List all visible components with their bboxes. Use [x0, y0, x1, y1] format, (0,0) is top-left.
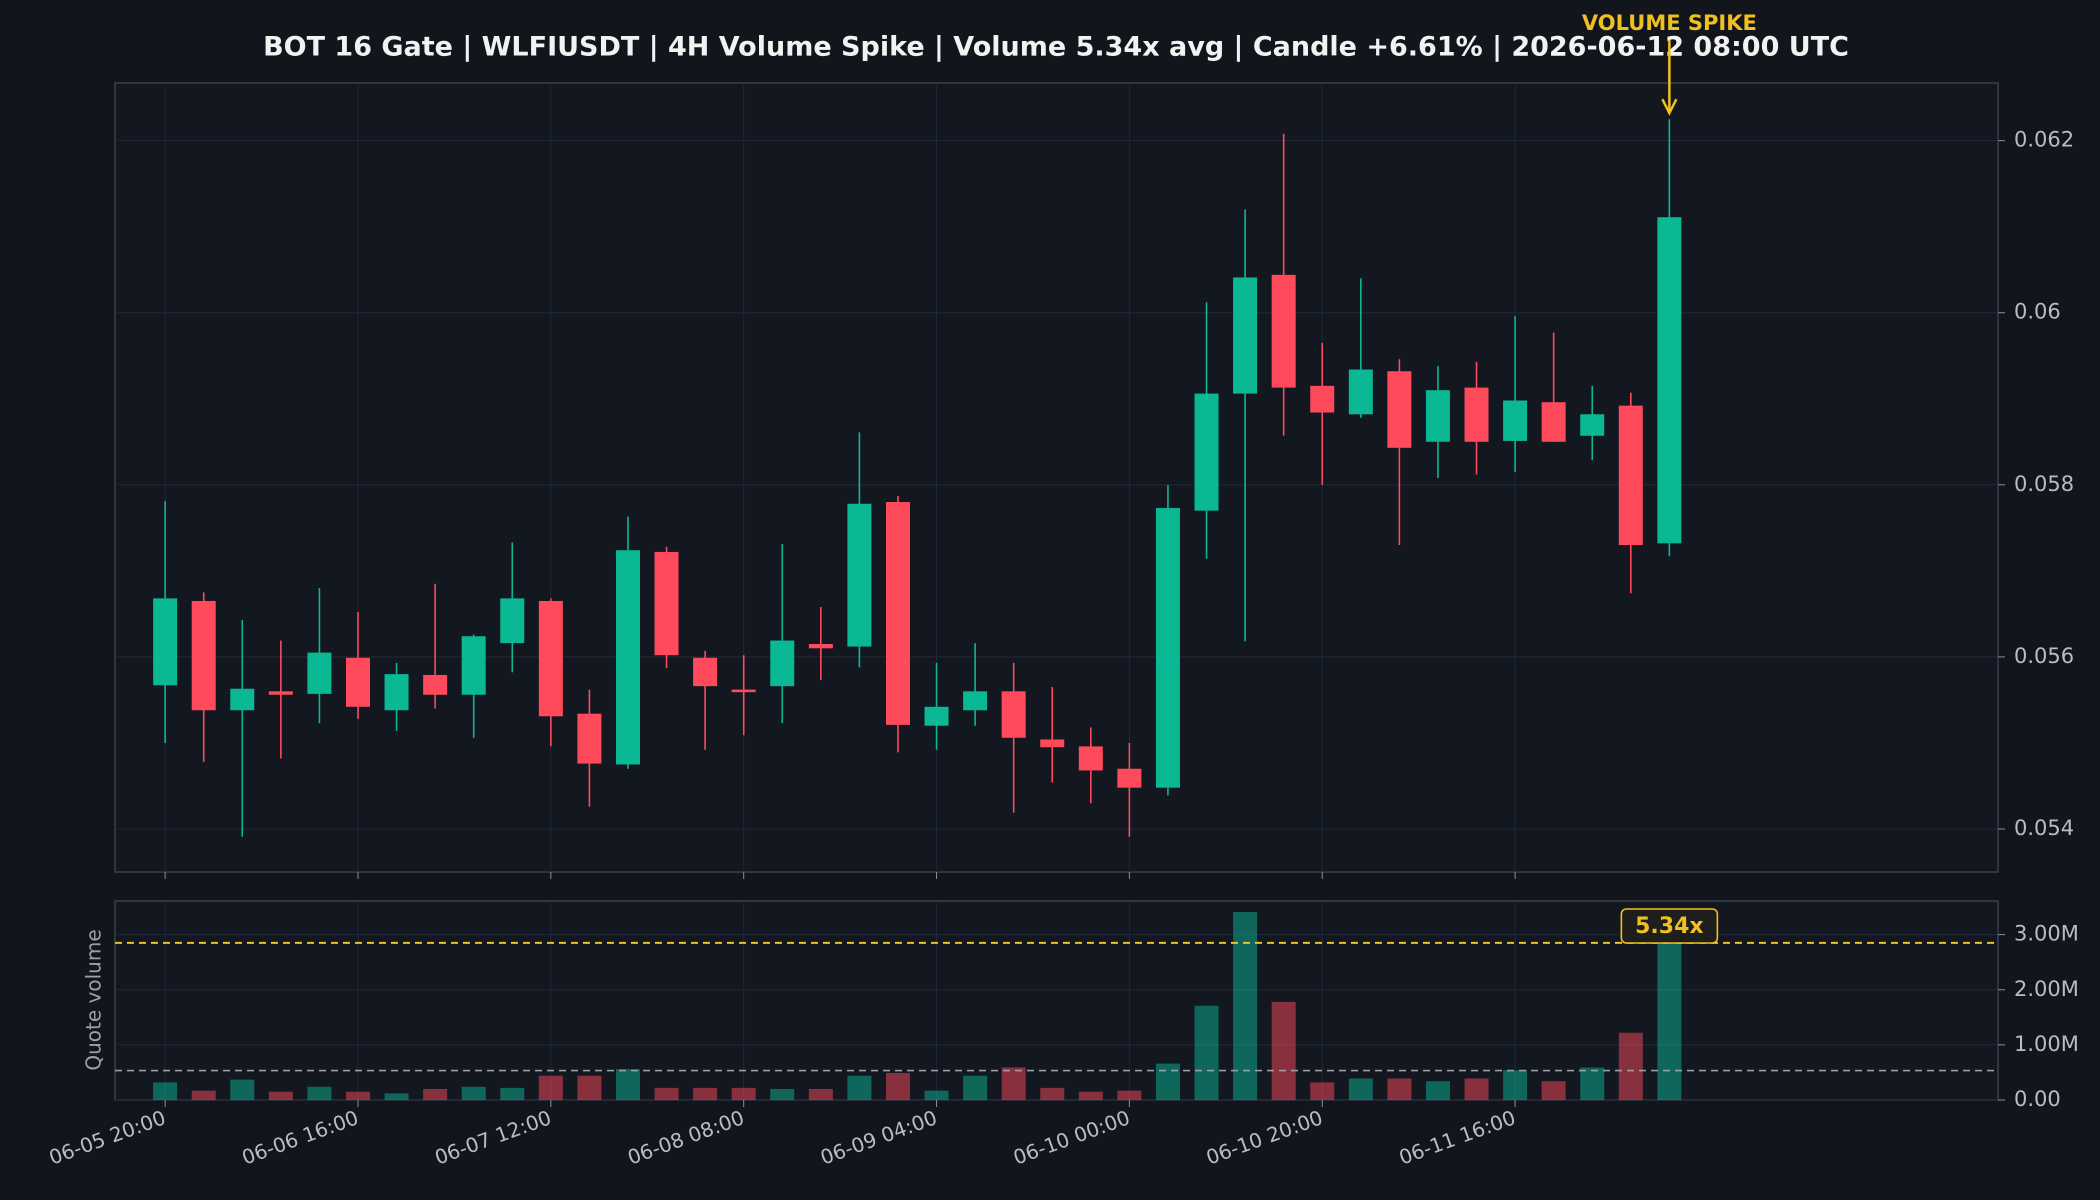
y-tick-label: 0.058	[2014, 472, 2074, 496]
candle-body	[307, 652, 332, 694]
y-tick-label: 0.054	[2014, 816, 2074, 840]
volume-bar	[153, 1082, 178, 1100]
volume-bar	[1618, 1032, 1643, 1100]
candle-body	[1348, 369, 1373, 415]
candle-body	[1271, 274, 1296, 388]
volume-bar	[654, 1087, 679, 1100]
volume-bar	[1155, 1063, 1180, 1100]
candle-body	[500, 598, 525, 644]
volume-bar	[1580, 1067, 1605, 1100]
candle-body	[615, 550, 640, 765]
candle-body	[384, 674, 409, 711]
volume-bar	[1387, 1078, 1412, 1100]
price-panel	[114, 82, 1999, 873]
candle-body	[345, 657, 370, 707]
candle-body	[153, 598, 178, 686]
volume-bar	[1310, 1082, 1335, 1100]
candle-body	[693, 657, 718, 687]
volume-bar	[1078, 1091, 1103, 1100]
y-tick-label: 0.06	[2014, 300, 2061, 324]
candle-body	[1425, 390, 1450, 442]
volume-bar	[1541, 1081, 1566, 1100]
candle-body	[1233, 277, 1258, 394]
candle-body	[461, 636, 486, 695]
volume-bar	[461, 1086, 486, 1100]
volume-bar	[770, 1088, 795, 1100]
candle-body	[268, 691, 293, 695]
candle-body	[1618, 405, 1643, 546]
spike-label-box	[1620, 908, 1719, 944]
y-tick-label: 2.00M	[2014, 977, 2079, 1001]
candle-body	[1194, 393, 1219, 511]
y-axis-label: Quote volume	[82, 929, 106, 1070]
candle-body	[924, 706, 949, 726]
candle-body	[191, 600, 216, 711]
candle-body	[1001, 691, 1026, 738]
candle-body	[1155, 508, 1180, 788]
volume-bar	[924, 1090, 949, 1100]
volume-bar	[500, 1087, 525, 1100]
volume-bar	[538, 1075, 563, 1100]
candle-body	[770, 640, 795, 687]
volume-bar	[268, 1091, 293, 1100]
y-tick-label: 1.00M	[2014, 1032, 2079, 1056]
candle-body	[423, 674, 448, 695]
volume-bar	[1117, 1090, 1142, 1100]
candle-body	[1657, 217, 1682, 544]
volume-bar	[307, 1086, 332, 1100]
volume-bar	[1503, 1070, 1528, 1100]
candle-body	[731, 689, 756, 693]
candle-body	[1387, 371, 1412, 448]
volume-bar	[345, 1091, 370, 1100]
volume-bar	[1348, 1078, 1373, 1100]
candle-body	[808, 643, 833, 649]
volume-bar	[191, 1090, 216, 1100]
candle-body	[230, 688, 255, 711]
candle-body	[885, 502, 910, 725]
candle-body	[1464, 387, 1489, 442]
volume-bar	[1040, 1087, 1065, 1100]
volume-bar	[1233, 912, 1258, 1100]
volume-bar	[384, 1093, 409, 1100]
volume-bar	[885, 1072, 910, 1100]
volume-bar	[423, 1088, 448, 1100]
y-tick-label: 0.062	[2014, 128, 2074, 152]
candle-body	[1310, 385, 1335, 413]
volume-bar	[847, 1075, 872, 1100]
candle-body	[577, 713, 602, 764]
y-tick-label: 0.00	[2014, 1087, 2061, 1111]
volume-bar	[963, 1075, 988, 1100]
y-tick-label: 3.00M	[2014, 922, 2079, 946]
candle-body	[963, 691, 988, 711]
chart-title: BOT 16 Gate | WLFIUSDT | 4H Volume Spike…	[263, 32, 1849, 63]
volume-bar	[1425, 1081, 1450, 1100]
y-tick-label: 0.056	[2014, 644, 2074, 668]
annotation-arrowhead	[1661, 98, 1678, 116]
volume-bar	[615, 1069, 640, 1100]
volume-bar	[577, 1075, 602, 1100]
candle-body	[1503, 400, 1528, 441]
candle-body	[654, 551, 679, 656]
candle-body	[1580, 414, 1605, 436]
candle-body	[1117, 768, 1142, 788]
volume-bar	[731, 1087, 756, 1100]
volume-bar	[1464, 1078, 1489, 1100]
candle-body	[847, 503, 872, 647]
volume-bar	[1194, 1005, 1219, 1100]
candle-body	[538, 600, 563, 717]
candle-body	[1040, 739, 1065, 748]
annotation: VOLUME SPIKE	[1582, 11, 1757, 35]
candle-body	[1541, 402, 1566, 442]
volume-bar	[1657, 942, 1682, 1100]
volume-bar	[230, 1079, 255, 1100]
volume-bar	[1001, 1067, 1026, 1100]
volume-bar	[808, 1088, 833, 1100]
spike-label: 5.34x	[1635, 914, 1703, 939]
volume-bar	[693, 1087, 718, 1100]
volume-bar	[1271, 1001, 1296, 1100]
candle-body	[1078, 746, 1103, 771]
